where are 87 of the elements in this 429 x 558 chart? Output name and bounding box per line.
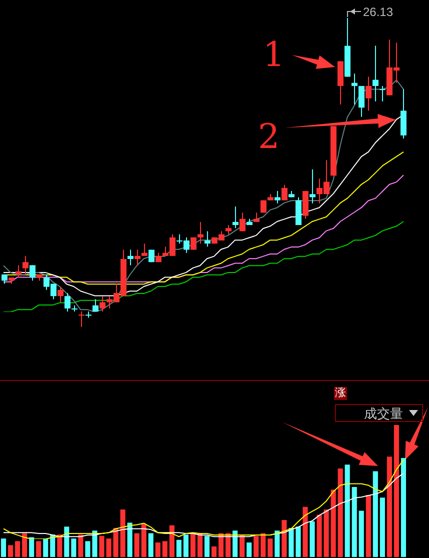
bar [22, 533, 28, 557]
bar [288, 528, 294, 557]
candlestick [282, 184, 288, 201]
candlestick [274, 190, 280, 204]
candlestick [366, 76, 372, 112]
bar [260, 533, 266, 557]
bar [141, 524, 146, 557]
candlestick [254, 212, 260, 222]
bar [246, 542, 252, 557]
annotation: 1 [263, 35, 285, 75]
bar [43, 538, 48, 557]
candlestick [198, 221, 204, 244]
bar [176, 540, 182, 557]
bar [8, 545, 14, 557]
bar [352, 487, 357, 557]
bar [366, 494, 371, 557]
candlestick [232, 206, 238, 229]
bar [155, 542, 160, 557]
bar [338, 468, 343, 557]
bar [316, 514, 322, 557]
candlestick [30, 264, 36, 282]
bar [78, 534, 84, 557]
bar [197, 533, 203, 557]
candlestick [100, 296, 106, 312]
bar [57, 534, 62, 557]
bar [212, 546, 217, 557]
bar [226, 533, 231, 557]
bar [120, 509, 126, 557]
candlestick [352, 73, 358, 106]
bar [372, 471, 378, 557]
bar [282, 520, 287, 557]
bar [15, 541, 20, 557]
candlestick [22, 255, 28, 275]
bar [324, 509, 329, 557]
bar [400, 458, 406, 557]
bar [310, 521, 315, 557]
candlestick [310, 168, 316, 204]
annotation: 2 [258, 117, 280, 157]
bar [204, 536, 210, 557]
bar [162, 541, 168, 557]
chart-title: 成交量 [335, 404, 423, 422]
bar [380, 498, 385, 557]
bar [134, 533, 140, 557]
candlestick [128, 249, 134, 266]
bar [274, 530, 280, 557]
bar [268, 538, 273, 557]
bar [296, 526, 301, 557]
bar [0, 538, 6, 557]
bar [36, 541, 42, 557]
bar [394, 425, 399, 557]
bar [330, 490, 336, 557]
candlestick [142, 243, 148, 256]
candlestick [240, 212, 246, 232]
bar [190, 533, 196, 557]
text: 涨 [334, 387, 347, 400]
bar [50, 534, 56, 557]
candlestick [134, 249, 140, 266]
bar [218, 533, 224, 557]
annotation: 26.13 [363, 5, 394, 19]
bar [64, 526, 70, 557]
candlestick [204, 230, 210, 248]
bar [29, 537, 34, 557]
bar [148, 533, 154, 557]
bar [85, 541, 90, 557]
bar [358, 510, 364, 557]
candlestick [190, 236, 196, 250]
bar [302, 506, 308, 557]
bar [113, 528, 118, 557]
candlestick [358, 85, 364, 118]
candlestick [380, 85, 386, 102]
bar [386, 456, 392, 557]
bar [169, 525, 174, 557]
bar [240, 534, 245, 557]
candlestick [92, 298, 98, 312]
bar [127, 522, 132, 557]
bar [183, 534, 188, 557]
bar [344, 464, 350, 557]
bar [232, 530, 238, 557]
candlestick [58, 286, 64, 303]
candlestick [372, 45, 378, 102]
candlestick [226, 224, 232, 235]
candlestick [16, 264, 22, 278]
candlestick [78, 311, 84, 328]
bar [92, 530, 98, 557]
bar [254, 536, 259, 557]
bar [71, 538, 76, 557]
candlestick [64, 292, 70, 312]
